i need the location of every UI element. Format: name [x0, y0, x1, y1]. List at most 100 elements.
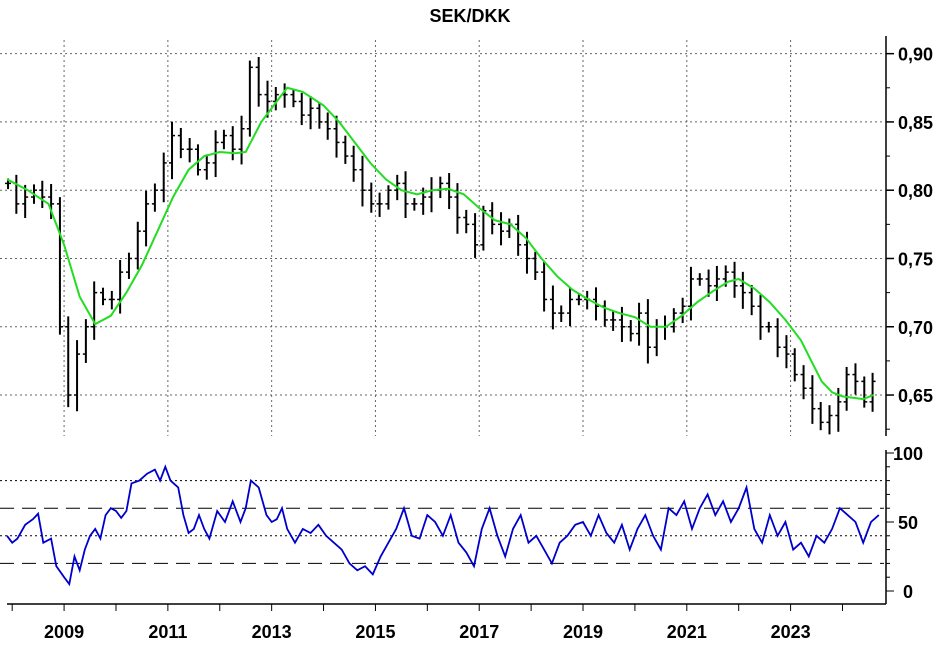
ohlc-bar	[203, 154, 210, 180]
ohlc-bar	[817, 401, 824, 431]
ohlc-bar	[826, 405, 833, 435]
ohlc-bar	[644, 299, 651, 364]
price-tick-label: 0,75	[898, 249, 933, 269]
ohlc-bar	[809, 375, 816, 424]
price-tick-label: 0,90	[898, 45, 933, 65]
ohlc-bar	[472, 213, 479, 258]
ohlc-bar	[39, 180, 46, 209]
x-tick-label: 2023	[771, 622, 811, 642]
ohlc-bar	[160, 152, 167, 203]
ohlc-bar	[627, 320, 634, 342]
ohlc-bar	[143, 190, 150, 247]
ohlc-bar	[255, 56, 262, 107]
ohlc-bar	[91, 281, 98, 340]
ohlc-bar	[238, 115, 245, 165]
ohlc-bar	[220, 129, 227, 150]
x-tick-label: 2015	[355, 622, 395, 642]
ohlc-bar	[169, 121, 176, 180]
ohlc-bar	[117, 260, 124, 314]
ohlc-bar	[437, 176, 444, 199]
x-tick-label: 2021	[667, 622, 707, 642]
price-y-axis: 0,90 0,85 0,80 0,75 0,70 0,65	[885, 36, 933, 436]
ohlc-bar	[324, 112, 331, 140]
x-tick-label: 2011	[148, 622, 187, 642]
ohlc-bar	[446, 173, 453, 210]
ohlc-bar	[13, 174, 20, 214]
ohlc-bar	[290, 89, 297, 108]
ohlc-bar	[82, 319, 89, 363]
ohlc-bar	[359, 155, 366, 207]
ohlc-bar	[246, 60, 253, 137]
ohlc-bar	[653, 319, 660, 357]
x-axis: 2009 2011 2013 2015 2017 2019 2021 2023	[7, 603, 886, 642]
price-tick-label: 0,85	[898, 113, 933, 133]
ohlc-bar	[108, 290, 115, 310]
ohlc-bar	[134, 221, 141, 270]
ohlc-bar	[800, 365, 807, 400]
ohlc-bar	[428, 177, 435, 213]
ohlc-bar	[298, 92, 305, 126]
ohlc-bar	[696, 273, 703, 286]
ohlc-bar	[411, 198, 418, 211]
ohlc-bar	[679, 297, 686, 324]
ohlc-bar	[713, 265, 720, 301]
ohlc-bar	[532, 251, 539, 280]
ohlc-bar	[125, 252, 132, 279]
oscillator-y-axis: 100 50 0	[885, 444, 923, 604]
x-tick-label: 2017	[459, 622, 499, 642]
ohlc-bar	[705, 269, 712, 297]
x-tick-label: 2019	[563, 622, 603, 642]
x-tick-label: 2009	[44, 622, 84, 642]
ohlc-bar	[739, 271, 746, 309]
price-grid	[0, 40, 884, 436]
ohlc-bar	[541, 261, 548, 312]
oscillator-tick-label: 100	[893, 444, 923, 464]
ohlc-bar	[186, 138, 193, 163]
moving-average-line	[6, 86, 874, 401]
ohlc-bar	[601, 300, 608, 327]
chart-title: SEK/DKK	[429, 6, 510, 26]
ohlc-bar	[385, 185, 392, 210]
price-tick-label: 0,65	[898, 386, 933, 406]
ohlc-bar	[558, 305, 565, 322]
x-tick-label: 2013	[252, 622, 292, 642]
ohlc-bar	[757, 295, 764, 340]
ohlc-bar	[402, 171, 409, 219]
ohlc-bar	[748, 285, 755, 316]
ohlc-bar	[177, 127, 184, 159]
oscillator-levels	[0, 480, 884, 564]
ohlc-bar	[498, 212, 505, 246]
ohlc-bar	[636, 302, 643, 346]
ohlc-bar	[350, 145, 357, 182]
ohlc-bar	[333, 115, 340, 158]
ohlc-bar	[567, 288, 574, 327]
ohlc-bar	[774, 318, 781, 358]
ohlc-bar	[151, 183, 158, 212]
ohlc-bar	[74, 340, 81, 412]
ohlc-bar	[549, 285, 556, 330]
price-tick-label: 0,80	[898, 181, 933, 201]
ohlc-bar	[575, 294, 582, 306]
ohlc-bar	[56, 197, 63, 335]
ohlc-bar	[229, 126, 236, 161]
ohlc-bar	[65, 316, 72, 408]
ohlc-bar	[463, 209, 470, 234]
ohlc-bar	[765, 321, 772, 333]
ohlc-bar	[515, 214, 522, 256]
price-tick-label: 0,70	[898, 318, 933, 338]
ohlc-bar	[610, 310, 617, 331]
ohlc-bar	[791, 348, 798, 382]
ohlc-bar	[272, 87, 279, 111]
ohlc-bar	[22, 184, 29, 219]
oscillator-tick-label: 50	[898, 513, 918, 533]
ohlc-bar	[506, 218, 513, 238]
ohlc-bar	[307, 96, 314, 130]
ohlc-bar	[852, 363, 859, 395]
ohlc-bar	[861, 376, 868, 408]
ohlc-bar	[843, 366, 850, 411]
ohlc-bar	[618, 306, 625, 342]
ohlc-bar	[100, 287, 107, 306]
ohlc-bar	[342, 135, 349, 164]
oscillator-line	[6, 464, 880, 587]
